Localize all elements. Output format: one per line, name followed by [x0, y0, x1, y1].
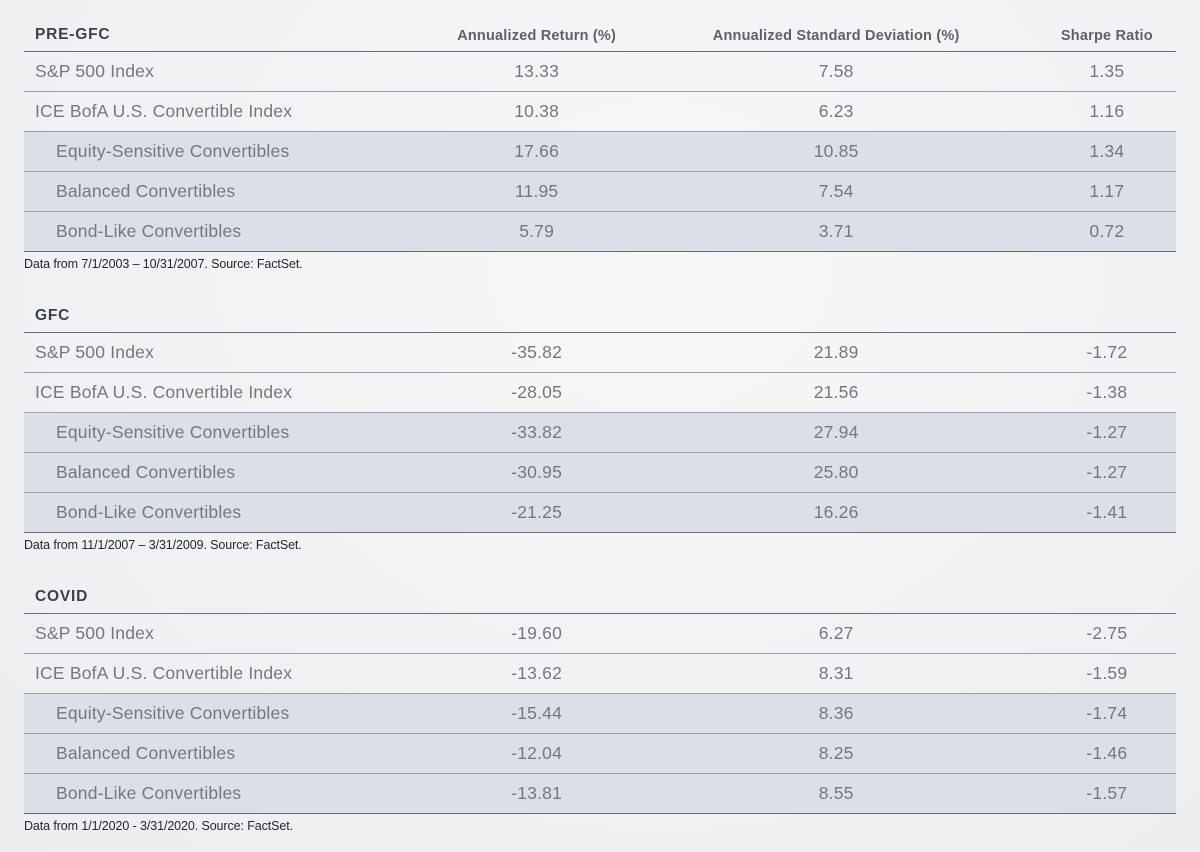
row-label: ICE BofA U.S. Convertible Index — [35, 663, 293, 683]
table-row: ICE BofA U.S. Convertible Index 10.38 6.… — [24, 92, 1176, 132]
section-header-row: GFC — [24, 293, 1176, 333]
annualized-return-value: 13.33 — [514, 61, 560, 81]
period-sections-container: PRE-GFC Annualized Return (%) Annualized… — [24, 12, 1176, 833]
row-label: Bond-Like Convertibles — [56, 221, 242, 241]
sharpe-ratio-value: 1.34 — [1089, 141, 1125, 161]
row-label: Equity-Sensitive Convertibles — [56, 422, 290, 442]
standard-deviation-value: 8.31 — [818, 663, 854, 683]
period-section: GFC S&P 500 Index -35.82 21.89 -1.72 ICE… — [24, 293, 1176, 552]
data-source-footnote: Data from 11/1/2007 – 3/31/2009. Source:… — [24, 538, 302, 552]
sharpe-ratio-value: 1.16 — [1089, 101, 1125, 121]
table-row: Equity-Sensitive Convertibles -15.44 8.3… — [24, 694, 1176, 734]
row-label: S&P 500 Index — [35, 61, 155, 81]
sharpe-ratio-value: -1.46 — [1086, 743, 1128, 763]
annualized-return-value: -12.04 — [511, 743, 563, 763]
annualized-return-value: -15.44 — [511, 703, 563, 723]
sharpe-ratio-value: -1.27 — [1086, 422, 1128, 442]
sharpe-ratio-value: -1.74 — [1086, 703, 1128, 723]
table-row: ICE BofA U.S. Convertible Index -28.05 2… — [24, 373, 1176, 413]
standard-deviation-value: 21.56 — [813, 382, 859, 402]
sharpe-ratio-value: 0.72 — [1089, 221, 1125, 241]
row-label: Equity-Sensitive Convertibles — [56, 703, 290, 723]
sharpe-ratio-value: 1.35 — [1089, 61, 1125, 81]
table-row: S&P 500 Index -19.60 6.27 -2.75 — [24, 614, 1176, 654]
section-title: GFC — [35, 307, 71, 324]
sharpe-ratio-value: -1.41 — [1086, 502, 1128, 522]
row-label: Bond-Like Convertibles — [56, 783, 242, 803]
row-label: S&P 500 Index — [35, 342, 155, 362]
table-row: Bond-Like Convertibles 5.79 3.71 0.72 — [24, 212, 1176, 252]
standard-deviation-value: 6.27 — [818, 623, 854, 643]
table-row: Bond-Like Convertibles -21.25 16.26 -1.4… — [24, 493, 1176, 533]
standard-deviation-value: 27.94 — [813, 422, 859, 442]
row-label: Balanced Convertibles — [56, 743, 236, 763]
standard-deviation-value: 21.89 — [813, 342, 859, 362]
sharpe-ratio-value: -1.57 — [1086, 783, 1128, 803]
table-row: ICE BofA U.S. Convertible Index -13.62 8… — [24, 654, 1176, 694]
annualized-return-value: -21.25 — [511, 502, 563, 522]
table-row: S&P 500 Index 13.33 7.58 1.35 — [24, 52, 1176, 92]
sharpe-ratio-value: -1.38 — [1086, 382, 1128, 402]
section-header-row: COVID — [24, 574, 1176, 614]
row-label: Equity-Sensitive Convertibles — [56, 141, 290, 161]
table-row: Equity-Sensitive Convertibles -33.82 27.… — [24, 413, 1176, 453]
column-header-sharpe-ratio: Sharpe Ratio — [1060, 28, 1153, 44]
annualized-return-value: -19.60 — [511, 623, 563, 643]
row-label: ICE BofA U.S. Convertible Index — [35, 101, 293, 121]
standard-deviation-value: 16.26 — [813, 502, 859, 522]
sharpe-ratio-value: -1.72 — [1086, 342, 1128, 362]
standard-deviation-value: 8.25 — [818, 743, 854, 763]
annualized-return-value: 10.38 — [514, 101, 560, 121]
section-rows: S&P 500 Index -35.82 21.89 -1.72 ICE Bof… — [24, 333, 1176, 533]
section-rows: S&P 500 Index -19.60 6.27 -2.75 ICE BofA… — [24, 614, 1176, 814]
section-rows: S&P 500 Index 13.33 7.58 1.35 ICE BofA U… — [24, 52, 1176, 252]
annualized-return-value: -13.81 — [511, 783, 563, 803]
table-row: Balanced Convertibles -12.04 8.25 -1.46 — [24, 734, 1176, 774]
standard-deviation-value: 8.36 — [818, 703, 854, 723]
data-source-footnote: Data from 7/1/2003 – 10/31/2007. Source:… — [24, 257, 303, 271]
sharpe-ratio-value: -1.27 — [1086, 462, 1128, 482]
standard-deviation-value: 7.54 — [818, 181, 854, 201]
table-row: Balanced Convertibles 11.95 7.54 1.17 — [24, 172, 1176, 212]
row-label: S&P 500 Index — [35, 623, 155, 643]
section-title: COVID — [35, 588, 89, 605]
row-label: Balanced Convertibles — [56, 181, 236, 201]
standard-deviation-value: 7.58 — [818, 61, 854, 81]
annualized-return-value: 5.79 — [519, 221, 555, 241]
period-section: PRE-GFC Annualized Return (%) Annualized… — [24, 12, 1176, 271]
annualized-return-value: 17.66 — [514, 141, 560, 161]
performance-report-page: PRE-GFC Annualized Return (%) Annualized… — [24, 12, 1176, 833]
standard-deviation-value: 10.85 — [813, 141, 859, 161]
annualized-return-value: -30.95 — [511, 462, 563, 482]
standard-deviation-value: 8.55 — [818, 783, 854, 803]
data-source-footnote: Data from 1/1/2020 - 3/31/2020. Source: … — [24, 819, 293, 833]
annualized-return-value: -33.82 — [511, 422, 563, 442]
annualized-return-value: -35.82 — [511, 342, 563, 362]
sharpe-ratio-value: 1.17 — [1089, 181, 1125, 201]
column-header-standard-deviation: Annualized Standard Deviation (%) — [712, 28, 960, 44]
annualized-return-value: -28.05 — [511, 382, 563, 402]
standard-deviation-value: 25.80 — [813, 462, 859, 482]
standard-deviation-value: 6.23 — [818, 101, 854, 121]
sharpe-ratio-value: -2.75 — [1086, 623, 1128, 643]
standard-deviation-value: 3.71 — [818, 221, 854, 241]
table-row: S&P 500 Index -35.82 21.89 -1.72 — [24, 333, 1176, 373]
table-row: Balanced Convertibles -30.95 25.80 -1.27 — [24, 453, 1176, 493]
table-row: Bond-Like Convertibles -13.81 8.55 -1.57 — [24, 774, 1176, 814]
section-title: PRE-GFC — [35, 26, 111, 43]
annualized-return-value: -13.62 — [511, 663, 563, 683]
row-label: ICE BofA U.S. Convertible Index — [35, 382, 293, 402]
period-section: COVID S&P 500 Index -19.60 6.27 -2.75 IC… — [24, 574, 1176, 833]
section-header-row: PRE-GFC Annualized Return (%) Annualized… — [24, 12, 1176, 52]
row-label: Bond-Like Convertibles — [56, 502, 242, 522]
annualized-return-value: 11.95 — [514, 181, 559, 201]
sharpe-ratio-value: -1.59 — [1086, 663, 1128, 683]
column-header-annualized-return: Annualized Return (%) — [457, 28, 617, 44]
table-row: Equity-Sensitive Convertibles 17.66 10.8… — [24, 132, 1176, 172]
row-label: Balanced Convertibles — [56, 462, 236, 482]
